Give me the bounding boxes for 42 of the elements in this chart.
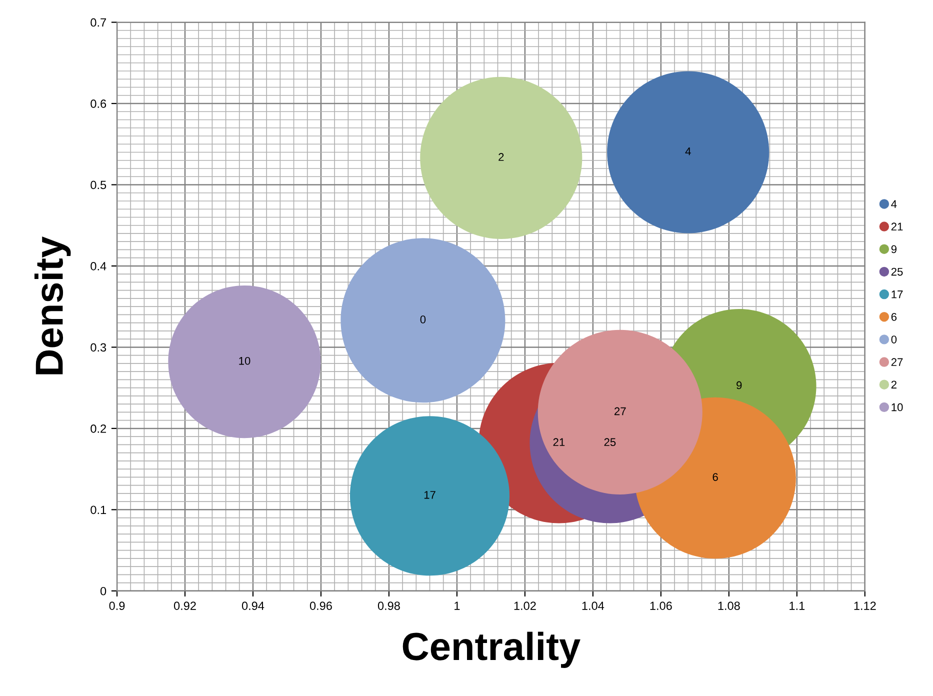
legend-label: 0 <box>891 336 897 344</box>
legend-label: 4 <box>891 200 897 208</box>
y-tick-label: 0.6 <box>90 100 106 108</box>
legend-label: 25 <box>891 268 903 276</box>
x-tick-label: 1.02 <box>514 602 536 610</box>
x-tick-label: 1.06 <box>650 602 672 610</box>
y-tick-label: 0.5 <box>90 180 106 190</box>
x-tick-label: 0.94 <box>242 602 264 610</box>
annotation: 21 <box>553 438 565 446</box>
x-tick-label: 0.92 <box>174 602 196 610</box>
legend-label: 27 <box>891 358 903 366</box>
legend-label: 21 <box>891 222 903 230</box>
annotation: 0 <box>420 316 426 324</box>
y-tick-label: 0.4 <box>90 262 106 270</box>
annotation: 2 <box>498 153 504 161</box>
x-tick-label: 0.98 <box>378 602 400 610</box>
x-axis-title: Centrality <box>402 632 580 668</box>
x-tick-label: 1 <box>454 602 460 610</box>
y-tick-label: 0.1 <box>90 506 106 514</box>
x-tick-label: 0.9 <box>109 602 125 610</box>
x-tick-label: 1.08 <box>718 602 740 610</box>
x-tick-label: 1.12 <box>854 602 876 610</box>
annotation: 17 <box>424 491 436 499</box>
x-tick-label: 1.1 <box>790 602 805 610</box>
x-tick-label: 1.04 <box>582 602 604 610</box>
legend-label: 2 <box>891 380 896 388</box>
annotation: 6 <box>712 473 718 481</box>
y-tick-label: 0.7 <box>90 18 106 27</box>
legend-label: 10 <box>892 403 903 412</box>
x-tick-label: 0.96 <box>310 602 332 610</box>
legend-label: 17 <box>892 290 903 298</box>
y-tick-label: 0.3 <box>90 343 106 352</box>
y-tick-label: 0 <box>100 586 106 596</box>
annotation: 9 <box>736 381 742 390</box>
annotation: 25 <box>604 438 616 446</box>
legend-label: 9 <box>891 245 897 254</box>
annotation: 10 <box>239 356 250 365</box>
y-tick-label: 0.2 <box>90 424 106 433</box>
legend-label: 6 <box>891 312 897 321</box>
y-axis-title: Density <box>34 236 71 374</box>
annotation: 27 <box>614 407 626 416</box>
annotation: 4 <box>685 147 691 156</box>
